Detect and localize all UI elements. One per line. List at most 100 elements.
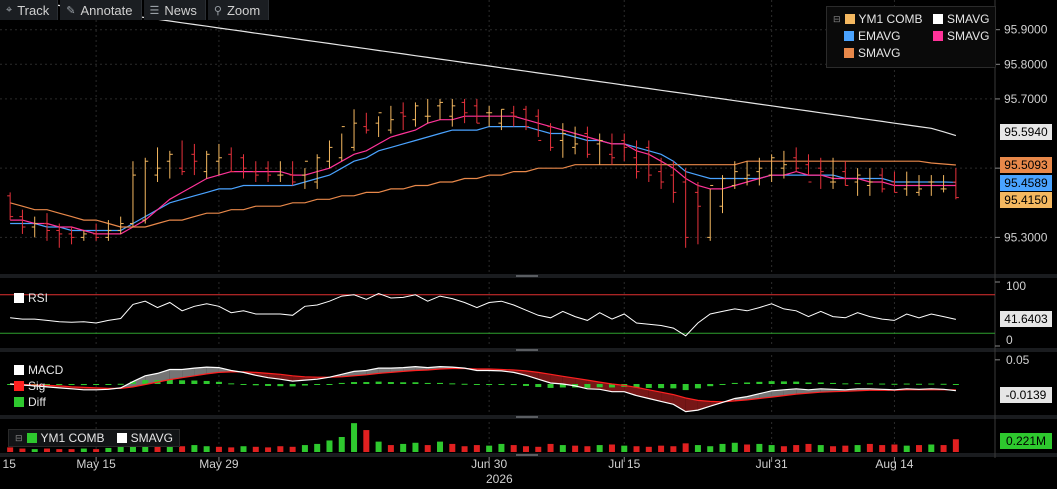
rsi-value-box: 41.6403 [1000,311,1052,327]
separator-handle [516,349,538,351]
macd-fill [538,372,551,383]
track-button[interactable]: ⌖ Track [0,0,59,20]
diff-bar [215,381,222,384]
legend-item-smavg-slow[interactable]: SMAVG [933,12,989,26]
legend-label: SMAVG [947,29,990,43]
volume-bar [154,446,161,452]
diff-bar [658,384,665,389]
diff-bar [191,380,198,384]
volume-bar [129,443,136,452]
price-y-tick-label: 95.8000 [1004,57,1048,71]
diff-bar [952,384,959,385]
separator-handle [516,275,538,277]
volume-value-box: 0.221M [1000,433,1052,449]
macd-line [10,365,956,413]
legend-swatch [933,14,943,24]
volume-bar [228,447,235,452]
x-tick-label: May 29 [199,457,239,471]
diff-bar [707,384,714,387]
diff-bar [289,384,296,387]
volume-bar [301,445,308,452]
diff-bar [117,383,124,385]
rsi-line [10,292,957,337]
volume-avg-label: SMAVG [130,431,174,445]
macd-fill [759,390,772,399]
price-y-tick-label: 95.9000 [1004,23,1048,37]
volume-bar [31,449,38,452]
volume-bar [694,445,701,452]
diff-bar [596,384,603,388]
diff-bar [252,384,259,386]
legend-label: EMAVG [858,29,901,43]
x-tick-label: Aug 14 [875,457,913,471]
macd-fill [182,368,195,378]
diff-bar [731,382,738,384]
diff-bar [166,379,173,384]
volume-bar [916,445,923,452]
diff-bar [498,384,505,385]
zoom-button[interactable]: ⚲ Zoom [207,0,270,20]
macd-fill [587,380,600,390]
volume-bar [793,445,800,452]
macd-fill [685,398,698,412]
macd-fill [366,368,379,375]
macd-fill [624,385,637,396]
volume-bar [768,445,775,452]
volume-bar [510,445,517,452]
volume-bar [731,442,738,452]
collapse-icon[interactable]: ⊟ [833,13,841,24]
diff-bar [43,384,50,385]
diff-bar [928,383,935,385]
diff-bar [866,383,873,385]
volume-bar [203,446,210,452]
macd-legend-diff: Diff [14,395,46,409]
macd-fill [673,394,686,412]
collapse-icon[interactable]: ⊟ [15,432,23,443]
diff-bar [424,382,431,384]
annotate-button[interactable]: ✎ Annotate [60,0,142,20]
legend-swatch [14,381,24,391]
diff-bar [744,382,751,384]
legend-item-smavg-long[interactable]: SMAVG [844,46,900,60]
legend-label: SMAVG [858,46,901,60]
rsi-legend: RSI [14,291,48,305]
volume-series-label: YM1 COMB [40,431,105,445]
macd-fill [145,373,158,385]
volume-bar [719,443,726,452]
macd-fill [771,389,784,398]
diff-bar [547,384,554,388]
volume-bar [658,445,665,452]
volume-bar [866,443,873,452]
volume-bar [265,447,272,452]
diff-bar [80,384,87,386]
legend-item-smavg-short[interactable]: SMAVG [933,29,989,43]
diff-bar [93,384,100,385]
diff-bar [793,381,800,384]
macd-y-tick-label: 0.05 [1006,353,1030,367]
diff-bar [129,381,136,384]
diff-bar [768,381,775,384]
diff-bar [903,383,910,385]
diff-bar [805,382,812,384]
track-label: Track [17,2,50,18]
diff-label: Diff [28,395,46,409]
diff-bar [400,382,407,384]
news-button[interactable]: ☰ News [143,0,206,20]
pencil-icon: ✎ [66,4,76,17]
volume-bar [412,442,419,452]
legend-item-ym1[interactable]: ⊟ YM1 COMB [833,12,923,26]
smavg-short-line [10,115,956,235]
legend-item-emavg[interactable]: EMAVG [844,29,900,43]
diff-bar [375,381,382,384]
volume-bar [744,444,751,452]
volume-bar [621,445,628,452]
volume-bar [608,444,615,452]
volume-bar [842,445,849,452]
volume-bar [854,445,861,452]
volume-bar [486,445,493,452]
price-legend: ⊟ YM1 COMB SMAVG EMAVG SMAVG SMAVG [826,6,996,68]
diff-bar [301,384,308,386]
diff-bar [179,380,186,384]
volume-bar [522,446,529,452]
